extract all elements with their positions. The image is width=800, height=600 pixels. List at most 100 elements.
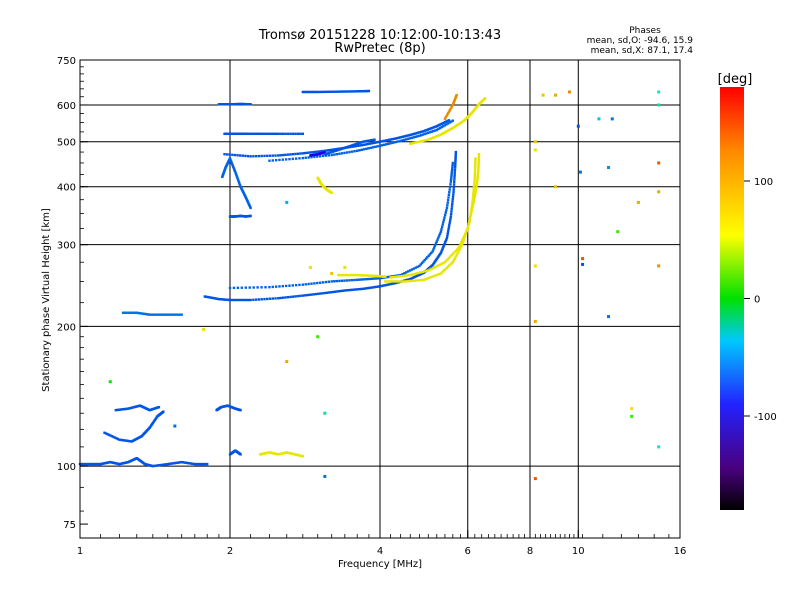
echo-point (477, 152, 481, 156)
echo-point (299, 294, 302, 298)
echo-point (268, 154, 272, 157)
echo-point (343, 289, 347, 292)
echo-point (339, 147, 343, 151)
echo-point (274, 159, 278, 162)
y-tick-label: 500 (57, 138, 76, 149)
echo-point (463, 233, 467, 236)
echo-point (448, 191, 451, 194)
echo-point (123, 439, 126, 442)
echo-point (366, 286, 370, 290)
echo-point (446, 232, 449, 235)
echo-point (450, 210, 453, 213)
echo-point (232, 298, 236, 302)
echo-point (455, 254, 458, 257)
echo-point (475, 184, 478, 187)
echo-point (116, 437, 120, 441)
echo-point (389, 282, 393, 286)
echo-point (427, 269, 430, 272)
echo-point (249, 155, 252, 158)
echo-point (301, 294, 305, 297)
echo-point (388, 283, 391, 286)
echo-point (148, 313, 151, 316)
scatter-point (285, 360, 289, 364)
scatter-point (616, 230, 620, 234)
echo-point (193, 462, 197, 466)
echo-point (384, 280, 387, 283)
echo-point (128, 439, 131, 443)
scatter-point (607, 315, 611, 319)
echo-point (471, 195, 475, 199)
echo-point (325, 149, 329, 152)
echo-point (284, 284, 288, 288)
echo-point (435, 265, 438, 268)
echo-point (413, 275, 416, 279)
echo-point (245, 298, 248, 302)
echo-point (451, 119, 455, 122)
echo-point (378, 144, 382, 147)
echo-point (324, 152, 328, 155)
echo-point (360, 140, 364, 144)
echo-point (294, 157, 298, 160)
echo-point (335, 147, 339, 151)
echo-point (366, 142, 370, 146)
echo-point (244, 132, 247, 136)
echo-point (268, 159, 271, 162)
echo-point (278, 285, 281, 288)
echo-point (444, 120, 447, 124)
echo-point (475, 187, 478, 190)
echo-point (447, 119, 451, 122)
echo-point (387, 275, 390, 279)
echo-point (409, 279, 413, 283)
scatter-point (202, 327, 206, 331)
echo-point (228, 286, 232, 290)
echo-point (463, 236, 466, 240)
echo-point (278, 158, 281, 162)
echo-point (410, 133, 413, 136)
echo-point (456, 252, 459, 255)
echo-point (143, 312, 146, 316)
echo-point (339, 90, 342, 93)
echo-point (460, 245, 463, 248)
echo-point (321, 149, 324, 153)
echo-point (317, 292, 320, 296)
scatter-point (323, 411, 327, 415)
echo-point (228, 157, 232, 160)
echo-point (403, 138, 406, 142)
echo-point (118, 438, 121, 441)
echo-point (477, 154, 481, 158)
echo-point (445, 238, 448, 241)
echo-point (441, 125, 445, 128)
echo-point (476, 179, 479, 183)
echo-point (147, 313, 150, 316)
echo-point (372, 141, 375, 145)
echo-point (347, 145, 350, 148)
echo-point (185, 461, 189, 465)
echo-point (448, 185, 452, 189)
echo-point (172, 313, 175, 316)
echo-point (194, 462, 198, 466)
echo-point (160, 463, 163, 467)
echo-point (162, 410, 165, 413)
echo-point (274, 297, 277, 300)
echo-point (389, 276, 392, 279)
echo-point (233, 169, 237, 172)
echo-point (432, 262, 435, 266)
echo-point (104, 432, 108, 435)
echo-point (477, 158, 480, 161)
echo-point (348, 150, 351, 154)
echo-point (436, 124, 440, 127)
echo-point (418, 271, 421, 274)
echo-point (368, 286, 372, 290)
echo-point (430, 136, 434, 140)
echo-point (373, 138, 376, 141)
echo-point (419, 130, 423, 134)
echo-point (289, 153, 292, 156)
echo-point (417, 279, 420, 282)
colorbar-tick-label: -100 (754, 412, 777, 423)
y-axis-label: Stationary phase Virtual Height [km] (41, 208, 52, 392)
echo-point (441, 223, 444, 226)
echo-point (254, 132, 258, 136)
echo-point (401, 274, 404, 278)
echo-point (281, 153, 285, 157)
echo-point (361, 274, 364, 277)
